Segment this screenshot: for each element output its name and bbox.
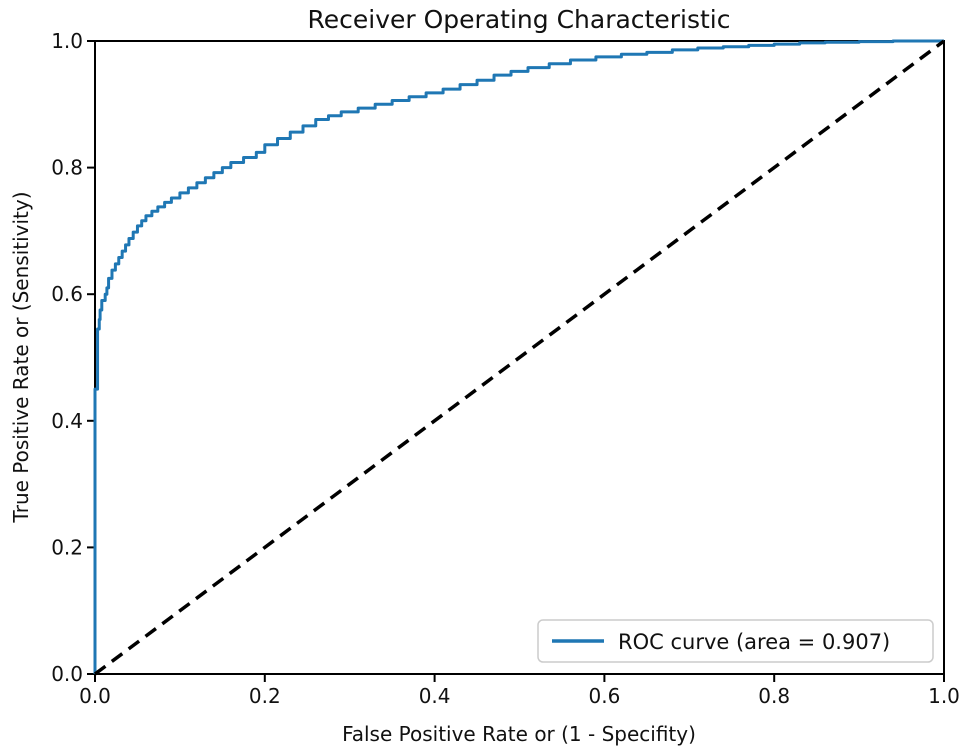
legend-box <box>537 619 934 663</box>
x-tick-label: 0.2 <box>249 684 281 708</box>
x-tick-label: 0.8 <box>758 684 790 708</box>
y-axis-label: True Positive Rate or (Sensitivity) <box>9 191 33 523</box>
x-axis-ticks: 0.0 0.2 0.4 0.6 0.8 1.0 <box>79 674 960 708</box>
roc-curve-line <box>93 39 944 674</box>
y-tick-label: 0.2 <box>51 535 83 559</box>
y-tick-label: 0.6 <box>51 282 83 306</box>
chance-diagonal-line <box>93 39 946 676</box>
series-group <box>93 39 946 676</box>
y-tick-label: 1.0 <box>51 29 83 53</box>
x-tick-label: 0.4 <box>419 684 451 708</box>
x-tick-label: 0.6 <box>588 684 620 708</box>
x-tick-label: 1.0 <box>928 684 960 708</box>
legend: ROC curve (area = 0.907) <box>537 619 934 663</box>
chart-title: Receiver Operating Characteristic <box>308 5 731 34</box>
x-axis-label: False Positive Rate or (1 - Specifity) <box>342 722 696 746</box>
y-tick-label: 0.0 <box>51 662 83 686</box>
y-tick-label: 0.8 <box>51 156 83 180</box>
y-axis-ticks: 0.0 0.2 0.4 0.6 0.8 1.0 <box>51 29 95 686</box>
legend-label: ROC curve (area = 0.907) <box>618 630 890 654</box>
x-tick-label: 0.0 <box>79 684 111 708</box>
y-tick-label: 0.4 <box>51 409 83 433</box>
